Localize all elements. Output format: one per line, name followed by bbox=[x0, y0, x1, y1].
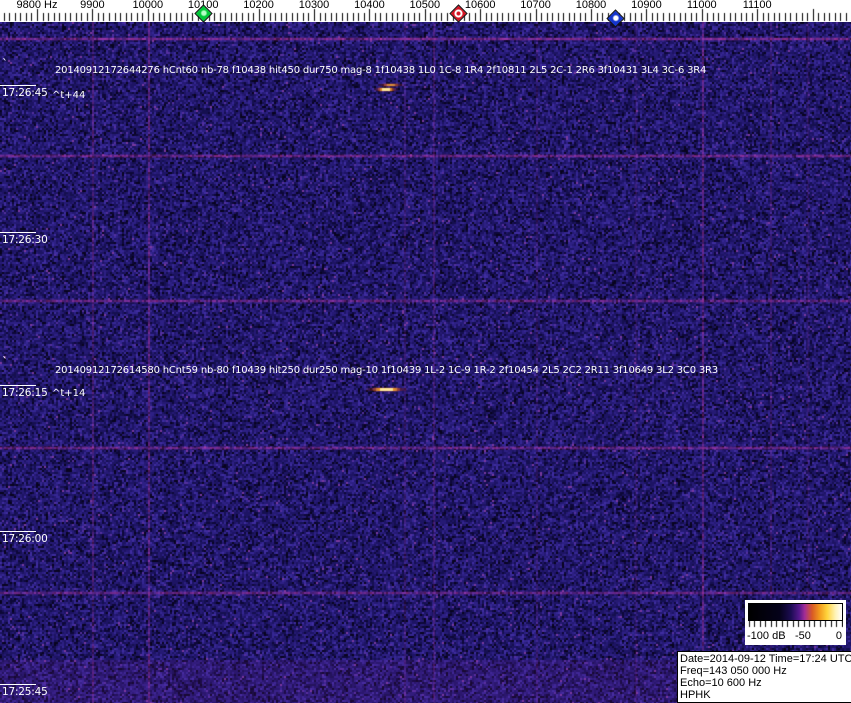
frequency-tick-marks bbox=[0, 0, 851, 22]
time-tick-line bbox=[0, 684, 36, 685]
freq-tick-label: 11100 bbox=[742, 0, 772, 11]
db-scale-label-min: -100 dB bbox=[747, 630, 786, 642]
station-info-box: Date=2014-09-12 Time=17:24 UTC Freq=143 … bbox=[677, 651, 851, 703]
time-label: 17:26:30 bbox=[2, 234, 48, 246]
freq-tick-label: 10300 bbox=[298, 0, 330, 11]
time-tick-line bbox=[0, 531, 36, 532]
detection-start-mark: ` bbox=[2, 355, 8, 369]
freq-tick-label: 9900 bbox=[80, 0, 105, 11]
time-label: 17:25:45 bbox=[2, 686, 48, 698]
info-line-callsign: HPHK bbox=[680, 689, 711, 701]
db-colorbar-gradient bbox=[748, 603, 843, 621]
freq-tick-label: 10400 bbox=[354, 0, 385, 11]
info-line-echo: Echo=10 600 Hz bbox=[680, 677, 762, 689]
freq-tick-label: 9800 Hz bbox=[16, 0, 58, 11]
detection-annotation: 20140912172644276 hCnt60 nb-78 f10438 hi… bbox=[55, 65, 707, 76]
freq-tick-label: 10700 bbox=[520, 0, 551, 11]
time-label: 17:26:45 bbox=[2, 87, 48, 99]
time-tick-line bbox=[0, 385, 36, 386]
freq-tick-label: 10800 bbox=[575, 0, 607, 11]
time-tick-line bbox=[0, 232, 36, 233]
db-color-legend: -100 dB -50 0 bbox=[745, 600, 846, 645]
detection-start-mark: ` bbox=[2, 57, 8, 71]
detection-annotation: 20140912172614580 hCnt59 nb-80 f10439 hi… bbox=[55, 365, 718, 376]
spectrogram-canvas bbox=[0, 22, 851, 703]
freq-tick-label: 11000 bbox=[686, 0, 717, 11]
time-offset-label: ^t+44 bbox=[52, 90, 86, 101]
time-label: 17:26:15 bbox=[2, 387, 48, 399]
freq-tick-label: 10000 bbox=[132, 0, 164, 11]
time-label: 17:26:00 bbox=[2, 533, 48, 545]
time-tick-line bbox=[0, 85, 36, 86]
info-line-frequency: Freq=143 050 000 Hz bbox=[680, 665, 787, 677]
freq-tick-label: 10500 bbox=[409, 0, 441, 11]
time-offset-label: ^t+14 bbox=[52, 388, 86, 399]
frequency-ruler: 9800 Hz990010000101001020010300104001050… bbox=[0, 0, 851, 22]
info-line-date-time: Date=2014-09-12 Time=17:24 UTC bbox=[680, 653, 851, 665]
freq-tick-label: 10200 bbox=[243, 0, 274, 11]
db-scale-label-mid: -50 bbox=[795, 630, 811, 642]
db-colorbar-ticks bbox=[748, 621, 843, 629]
freq-tick-label: 10600 bbox=[464, 0, 496, 11]
db-scale-label-max: 0 bbox=[835, 630, 842, 642]
freq-tick-label: 10900 bbox=[631, 0, 662, 11]
